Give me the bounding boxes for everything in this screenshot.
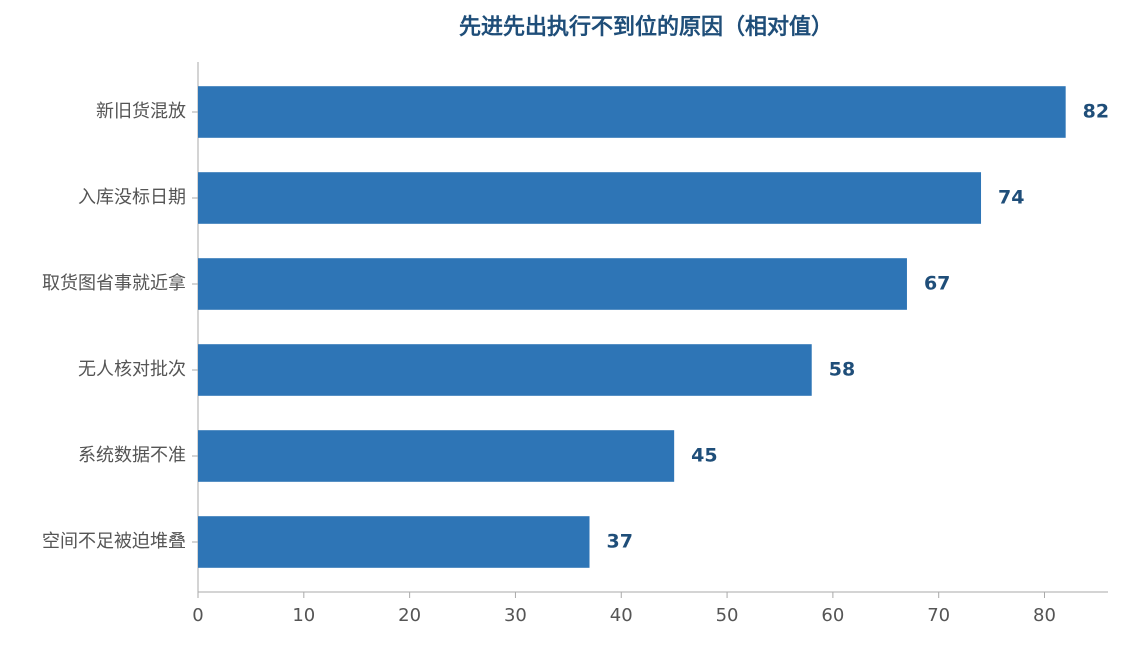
bar: [198, 86, 1066, 138]
x-tick-label: 30: [504, 605, 527, 626]
bar: [198, 344, 812, 396]
y-tick-label: 系统数据不准: [78, 445, 186, 466]
value-label: 45: [691, 445, 717, 467]
x-tick-label: 50: [716, 605, 739, 626]
x-tick-label: 60: [821, 605, 844, 626]
value-label: 74: [998, 187, 1024, 209]
x-tick-label: 20: [398, 605, 421, 626]
x-tick-label: 80: [1033, 605, 1056, 626]
value-label: 67: [924, 273, 950, 295]
value-label: 37: [607, 531, 633, 553]
bar: [198, 516, 590, 568]
y-tick-label: 空间不足被迫堆叠: [42, 531, 186, 552]
y-tick-label: 入库没标日期: [78, 187, 186, 208]
value-label: 82: [1083, 101, 1109, 123]
bar: [198, 430, 675, 482]
y-tick-label: 取货图省事就近拿: [42, 272, 186, 294]
x-tick-label: 70: [927, 605, 950, 626]
y-tick-label: 新旧货混放: [96, 101, 186, 122]
x-tick-label: 0: [192, 605, 203, 626]
value-label: 58: [829, 359, 855, 381]
bar: [198, 258, 907, 310]
x-tick-label: 40: [610, 605, 633, 626]
x-tick-label: 10: [292, 605, 315, 626]
y-tick-label: 无人核对批次: [78, 359, 186, 380]
bar: [198, 172, 982, 224]
chart-title: 先进先出执行不到位的原因（相对值）: [459, 14, 833, 40]
